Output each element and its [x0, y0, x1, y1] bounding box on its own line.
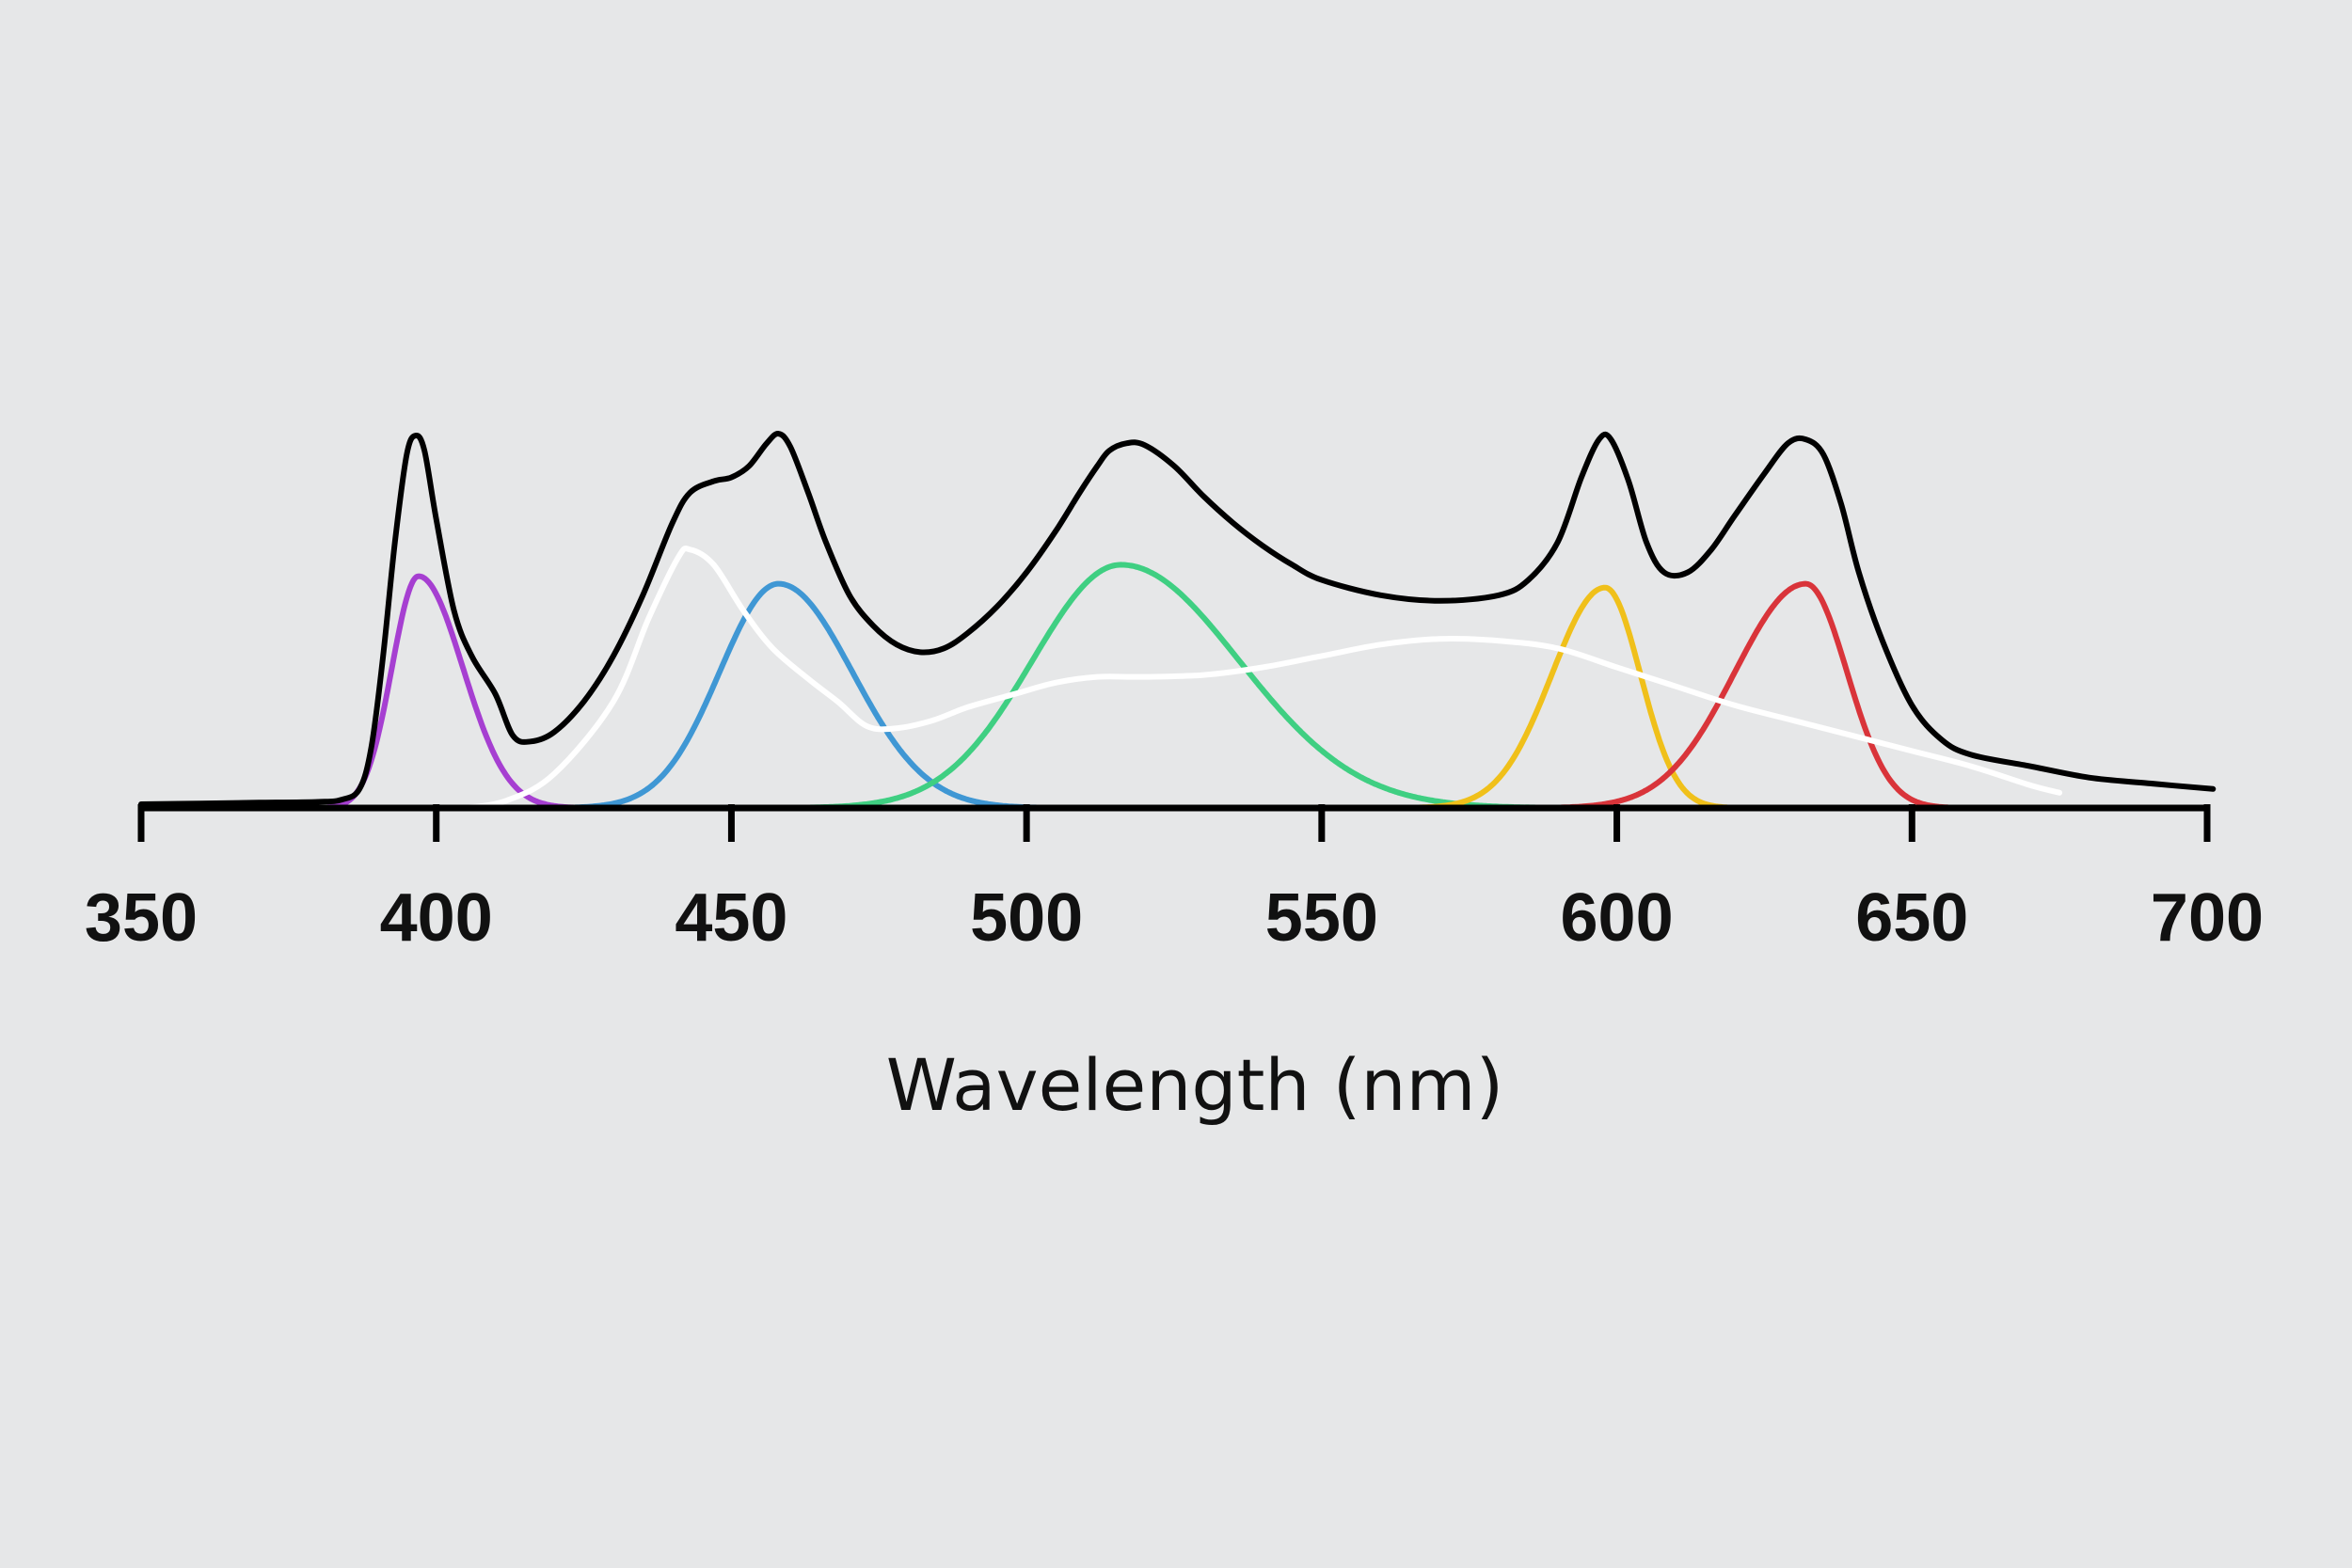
x-tick-label-350: 350 — [85, 880, 198, 956]
x-tick-label-600: 600 — [1561, 880, 1674, 956]
x-tick-label-500: 500 — [970, 880, 1083, 956]
x-tick-label-450: 450 — [675, 880, 787, 956]
x-tick-label-550: 550 — [1265, 880, 1378, 956]
x-axis-title: Wavelength (nm) — [886, 1043, 1504, 1127]
series-line-6 — [463, 546, 2063, 811]
x-axis-ticks: 350 400 450 500 550 600 650 700 — [85, 804, 2264, 956]
x-tick-label-400: 400 — [380, 880, 493, 956]
x-tick-label-650: 650 — [1855, 880, 1968, 956]
spectral-curves — [138, 431, 2217, 811]
series-line-3 — [746, 562, 1620, 811]
series-line-7 — [138, 431, 2217, 807]
series-line-4 — [1378, 584, 1757, 811]
x-tick-label-700: 700 — [2151, 880, 2264, 956]
